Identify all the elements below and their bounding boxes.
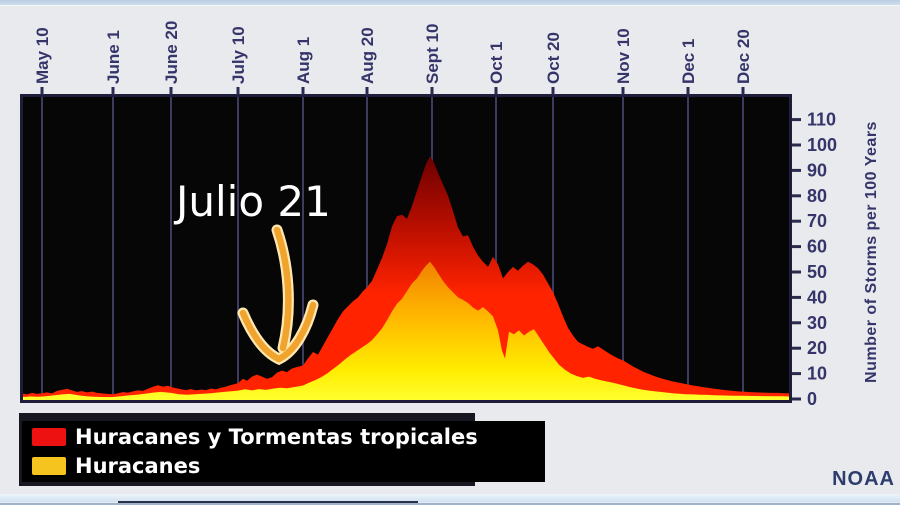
y-tick-label: 100	[807, 135, 837, 155]
y-tick-label: 0	[807, 389, 817, 409]
x-tick-label: Aug 20	[358, 27, 377, 84]
arrow-shaft	[273, 226, 292, 352]
window-bottom-edge	[0, 494, 900, 502]
x-tick-label: June 20	[162, 21, 181, 84]
y-axis-title: Number of Storms per 100 Years	[863, 121, 880, 383]
legend-swatch-hurricanes	[32, 456, 66, 475]
x-tick-label: May 10	[33, 27, 52, 84]
x-tick-label: Sept 10	[423, 24, 442, 84]
legend-label-hurricanes: Huracanes	[75, 453, 201, 478]
y-axis-labels: 0 10 20 30 40 50 60 70 80 90 100 110	[807, 110, 837, 409]
legend-item-hurricanes: Huracanes	[32, 454, 545, 478]
x-axis-labels: May 10 June 1 June 20 July 10 Aug 1 Aug 20 Sep…	[33, 21, 753, 84]
x-tick-label: Oct 1	[487, 41, 506, 84]
plot-frame	[20, 94, 792, 403]
x-axis-ticks	[40, 87, 745, 95]
annotation-text: Julio 21	[173, 177, 331, 226]
y-tick-label: 20	[807, 338, 827, 358]
area-total-storms	[23, 156, 789, 400]
y-tick-label: 30	[807, 313, 827, 333]
y-tick-label: 50	[807, 262, 827, 282]
x-tick-label: Nov 10	[614, 28, 633, 84]
y-tick-label: 90	[807, 160, 827, 180]
bottom-border-line	[0, 503, 900, 505]
y-tick-label: 70	[807, 211, 827, 231]
window-top-edge	[0, 0, 900, 6]
x-tick-label: June 1	[104, 30, 123, 84]
legend-label-total-storms: Huracanes y Tormentas tropicales	[75, 425, 478, 450]
y-tick-label: 40	[807, 287, 827, 307]
y-axis-ticks	[792, 118, 801, 401]
x-tick-label: Dec 1	[679, 39, 698, 84]
x-tick-label: Dec 20	[734, 29, 753, 84]
y-tick-label: 10	[807, 364, 827, 384]
noaa-credit: NOAA	[832, 468, 895, 490]
annotation-arrow	[237, 224, 319, 366]
area-hurricanes	[23, 261, 789, 400]
x-tick-label: July 10	[229, 26, 248, 84]
x-tick-label: Oct 20	[544, 32, 563, 84]
legend-swatch-total-storms	[32, 428, 66, 447]
legend: Huracanes y Tormentas tropicales Huracan…	[22, 421, 545, 482]
arrow-head	[239, 301, 317, 363]
legend-item-total: Huracanes y Tormentas tropicales	[32, 425, 545, 449]
data-areas	[23, 156, 789, 400]
y-tick-label: 60	[807, 237, 827, 257]
x-tick-label: Aug 1	[294, 37, 313, 84]
y-tick-label: 80	[807, 186, 827, 206]
y-tick-label: 110	[807, 110, 836, 130]
